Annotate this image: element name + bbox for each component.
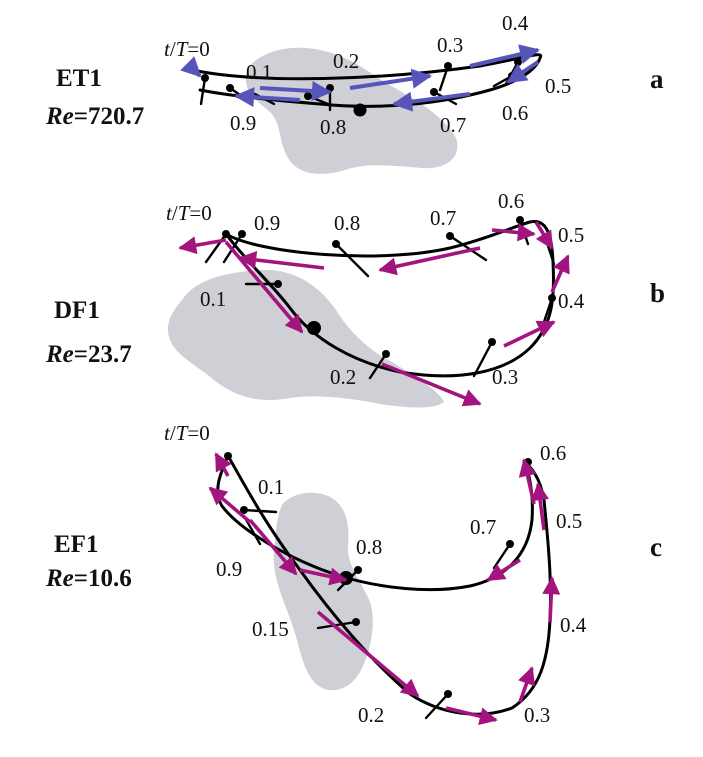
- panel-c-arrows: [208, 452, 561, 725]
- panel-c-label-0.1: 0.1: [258, 475, 284, 499]
- panel-b-trajectory: [224, 220, 555, 378]
- panel-c-label-0.6: 0.6: [540, 441, 566, 465]
- panel-b-label-0.4: 0.4: [558, 289, 585, 313]
- panel-a-arrows: [180, 44, 540, 112]
- panel-b-arrows: [178, 221, 570, 407]
- panel-b-silhouette: [167, 269, 444, 408]
- panel-c-header: t/T=0: [164, 421, 210, 445]
- panel-a-label-0.6: 0.6: [502, 101, 528, 125]
- panel-c-letter: c: [650, 532, 662, 562]
- panel-a-name: ET1: [56, 65, 102, 92]
- panel-b-letter: b: [650, 278, 665, 308]
- panel-a: t/T=0 0.1 0.2 0.3 0.4 0.5 0.6 0.7 0.8 0.…: [45, 11, 664, 174]
- panel-a-trajectory: [190, 53, 543, 108]
- panel-b-label-0.8: 0.8: [334, 211, 360, 235]
- panel-a-reynolds: Re=720.7: [45, 103, 144, 130]
- panel-b-label-0.3: 0.3: [492, 365, 518, 389]
- panel-c-name: EF1: [54, 531, 98, 558]
- panel-c-label-0.8: 0.8: [356, 535, 382, 559]
- panel-b-label-0.2: 0.2: [330, 365, 356, 389]
- panel-a-label-0.4: 0.4: [502, 11, 529, 35]
- panel-c-label-0.5: 0.5: [556, 509, 582, 533]
- panel-c-label-0.9: 0.9: [216, 557, 242, 581]
- panel-c: t/T=0 0.1 0.6 0.5 0.7 0.8 0.9 0.4 0.15 0…: [45, 421, 662, 727]
- panel-b-reynolds: Re=23.7: [45, 341, 132, 368]
- panel-b-dots: [222, 216, 556, 358]
- panel-b-label-0.1: 0.1: [200, 287, 226, 311]
- panel-b-label-0.6: 0.6: [498, 189, 524, 213]
- panel-c-label-0.7: 0.7: [470, 515, 496, 539]
- panel-a-label-0.9: 0.9: [230, 111, 256, 135]
- panel-a-label-0.5: 0.5: [545, 74, 571, 98]
- panel-a-header: t/T=0: [164, 37, 210, 61]
- panel-b-header: t/T=0: [166, 201, 212, 225]
- panel-b-label-0.9: 0.9: [254, 211, 280, 235]
- panel-c-trajectory-upper: [216, 454, 534, 592]
- panel-c-label-0.3: 0.3: [524, 703, 550, 727]
- panel-b-label-0.5: 0.5: [558, 223, 584, 247]
- panel-b-label-0.7: 0.7: [430, 206, 456, 230]
- panel-c-silhouette: [273, 492, 373, 691]
- panel-a-label-0.1: 0.1: [246, 60, 272, 84]
- panel-c-reynolds: Re=10.6: [45, 565, 132, 592]
- panel-b-name: DF1: [54, 297, 100, 324]
- panel-a-letter: a: [650, 64, 664, 94]
- panel-a-label-0.7: 0.7: [440, 113, 466, 137]
- panel-c-label-0.4: 0.4: [560, 613, 587, 637]
- panel-a-label-0.8: 0.8: [320, 115, 346, 139]
- panel-a-dots: [201, 58, 522, 117]
- panel-c-label-0.2: 0.2: [358, 703, 384, 727]
- panel-a-label-0.3: 0.3: [437, 33, 463, 57]
- panel-c-label-0.15: 0.15: [252, 617, 289, 641]
- panel-b: t/T=0 0.9 0.8 0.7 0.6 0.5 0.4 0.3 0.2 0.…: [45, 189, 665, 408]
- panel-a-label-0.2: 0.2: [333, 49, 359, 73]
